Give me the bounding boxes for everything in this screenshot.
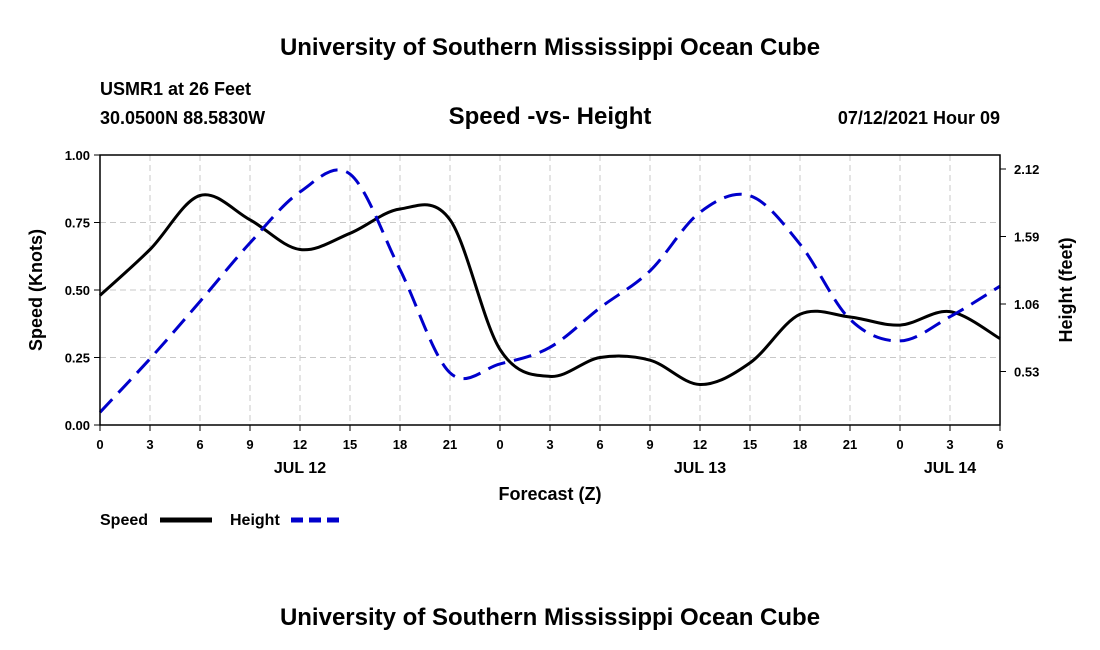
- legend-height-label: Height: [230, 512, 280, 529]
- series-layer: [98, 168, 1001, 414]
- x-tick-label: 9: [246, 437, 253, 452]
- top-title: University of Southern Mississippi Ocean…: [280, 34, 820, 61]
- x-date-label: JUL 13: [674, 460, 726, 477]
- x-tick-label: 0: [896, 437, 903, 452]
- series-line-height: [98, 168, 1001, 414]
- y-axis-label: Speed (Knots): [26, 229, 46, 351]
- x-tick-label: 6: [196, 437, 203, 452]
- y-tick-label: 0.25: [65, 351, 90, 366]
- x-tick-label: 18: [393, 437, 407, 452]
- bottom-title: University of Southern Mississippi Ocean…: [280, 604, 820, 631]
- x-tick-label: 15: [743, 437, 757, 452]
- x-tick-label: 0: [96, 437, 103, 452]
- x-tick-label: 12: [293, 437, 307, 452]
- x-tick-label: 21: [443, 437, 457, 452]
- y2-tick-label: 2.12: [1014, 162, 1039, 177]
- chart-title: Speed -vs- Height: [449, 103, 652, 130]
- x-tick-label: 12: [693, 437, 707, 452]
- y-tick-label: 0.75: [65, 216, 90, 231]
- y2-tick-label: 0.53: [1014, 365, 1039, 380]
- y2-tick-label: 1.59: [1014, 230, 1039, 245]
- x-date-label: JUL 12: [274, 460, 326, 477]
- x-tick-label: 0: [496, 437, 503, 452]
- axes: 0 3 6 9 12 15 18 21 0 3 6 9 12 15 18 21 0 3 6 JUL 12 JUL 13 J…: [65, 148, 1040, 477]
- x-date-label: JUL 14: [924, 460, 976, 477]
- y-tick-label: 0.50: [65, 283, 90, 298]
- datetime-label: 07/12/2021 Hour 09: [838, 108, 1000, 128]
- x-tick-label: 21: [843, 437, 857, 452]
- x-tick-label: 6: [996, 437, 1003, 452]
- station-label: USMR1 at 26 Feet: [100, 79, 251, 99]
- x-tick-label: 18: [793, 437, 807, 452]
- x-tick-label: 3: [146, 437, 153, 452]
- legend-speed-label: Speed: [100, 512, 148, 529]
- legend: Speed Height: [100, 512, 343, 529]
- x-tick-label: 15: [343, 437, 357, 452]
- y-tick-label: 0.00: [65, 418, 90, 433]
- x-tick-label: 3: [546, 437, 553, 452]
- grid: [100, 155, 1000, 425]
- y-tick-label: 1.00: [65, 148, 90, 163]
- x-tick-label: 3: [946, 437, 953, 452]
- location-label: 30.0500N 88.5830W: [100, 108, 265, 128]
- series-line-speed: [98, 193, 1001, 387]
- x-tick-label: 6: [596, 437, 603, 452]
- x-axis-label: Forecast (Z): [498, 484, 601, 504]
- y2-tick-label: 1.06: [1014, 297, 1039, 312]
- y2-axis-label: Height (feet): [1056, 238, 1076, 343]
- x-tick-label: 9: [646, 437, 653, 452]
